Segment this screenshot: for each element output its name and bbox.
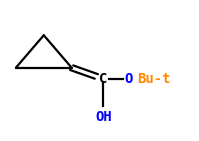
Text: OH: OH [95, 110, 112, 124]
Text: O: O [124, 72, 133, 86]
Text: Bu-t: Bu-t [137, 72, 171, 86]
Text: C: C [99, 72, 108, 86]
